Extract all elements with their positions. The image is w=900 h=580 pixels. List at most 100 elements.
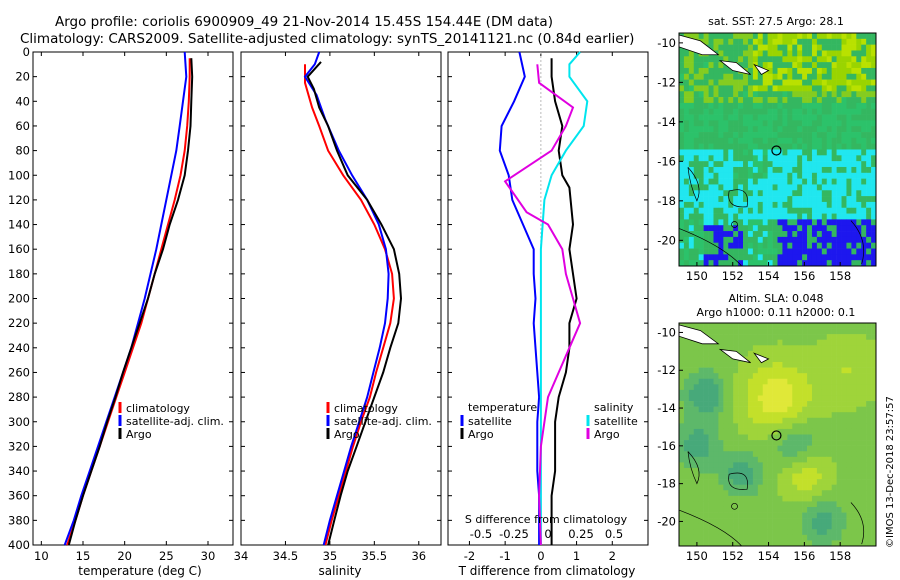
map-cell <box>861 126 867 133</box>
map-cell <box>826 85 832 92</box>
map-cell <box>772 423 778 430</box>
map-cell <box>866 33 872 40</box>
map-cell <box>772 85 778 92</box>
map-cell <box>762 384 768 391</box>
map-cell <box>821 120 828 127</box>
map-cell <box>762 523 768 530</box>
map-cell <box>757 534 764 541</box>
map-cell <box>871 473 877 480</box>
map-cell <box>772 378 778 385</box>
map-cell <box>871 434 877 441</box>
map-cell <box>802 378 808 385</box>
map-cell <box>831 428 837 435</box>
island-polygon <box>718 60 751 75</box>
map-cell <box>821 166 828 174</box>
map-cell <box>777 345 783 352</box>
map-cell <box>871 495 877 502</box>
map-cell <box>841 506 847 513</box>
legend-label-s-argo: Argo <box>594 428 620 441</box>
map-cell <box>767 440 773 446</box>
map-cell <box>683 534 690 541</box>
map-cell <box>792 401 798 407</box>
map-cell <box>757 412 764 419</box>
map-cell <box>698 434 704 441</box>
map-cell <box>826 440 832 446</box>
map-cell <box>718 356 724 363</box>
map-cell <box>703 350 709 357</box>
map-cell <box>752 225 759 232</box>
map-cell <box>738 161 744 168</box>
map-cell <box>821 190 828 197</box>
map-cell <box>698 384 704 391</box>
map-cell <box>679 339 685 346</box>
map-cell <box>747 334 754 341</box>
map-cell <box>787 506 793 513</box>
map-cell <box>728 196 734 203</box>
map-cell <box>861 512 867 519</box>
map-cell <box>733 345 739 352</box>
map-cell <box>713 534 719 541</box>
map-cell <box>851 495 857 502</box>
map-cell <box>782 56 788 63</box>
map-cell <box>728 367 734 374</box>
map-cell <box>772 473 778 480</box>
map-cell <box>866 155 872 162</box>
map-cell <box>787 120 793 127</box>
map-cell <box>826 462 832 469</box>
map-cell <box>703 143 709 150</box>
map-cell <box>757 401 764 407</box>
map-cell <box>797 406 803 413</box>
map-cell <box>738 540 744 547</box>
map-cell <box>782 225 788 232</box>
map-cell <box>782 120 788 127</box>
map-cell <box>703 225 709 232</box>
map-cell <box>728 120 734 127</box>
map-cell <box>836 190 842 197</box>
map-cell <box>683 161 690 168</box>
map-cell <box>836 67 842 75</box>
map-cell <box>836 339 842 346</box>
map-cell <box>821 155 828 162</box>
map-cell <box>703 345 709 352</box>
map-cell <box>688 242 695 249</box>
map-cell <box>846 512 852 519</box>
map-cell <box>762 126 768 133</box>
map-cell <box>747 540 754 547</box>
map-cell <box>747 339 754 346</box>
map-cell <box>826 512 832 519</box>
map-cell <box>757 102 764 110</box>
map-cell <box>841 412 847 419</box>
map-cell <box>772 529 778 536</box>
map-cell <box>767 334 773 341</box>
map-cell <box>836 506 842 513</box>
map-cell <box>733 362 739 368</box>
map-cell <box>856 91 862 98</box>
y-tick-label: 60 <box>15 119 30 133</box>
map-cell <box>693 367 699 374</box>
map-cell <box>708 395 714 402</box>
map-cell <box>802 190 808 197</box>
map-cell <box>683 219 690 226</box>
map-cell <box>683 62 690 69</box>
map-cell <box>811 406 818 413</box>
map-cell <box>679 412 685 419</box>
map-cell <box>866 108 872 115</box>
map-cell <box>807 44 813 51</box>
map-cell <box>841 260 847 267</box>
map-cell <box>738 428 744 435</box>
map-cell <box>752 484 759 491</box>
map-cell <box>821 373 828 380</box>
map-cell <box>688 97 695 104</box>
map-cell <box>743 373 749 380</box>
map-cell <box>752 479 759 485</box>
map-cell <box>693 356 699 363</box>
map-cell <box>772 248 778 255</box>
map-cell <box>757 456 764 463</box>
x-tick-label: 156 <box>793 269 815 283</box>
map-cell <box>772 50 778 57</box>
map-cell <box>841 534 847 541</box>
map-cell <box>708 67 714 75</box>
map-cell <box>826 356 832 363</box>
map-cell <box>792 79 798 86</box>
map-cell <box>708 33 714 40</box>
